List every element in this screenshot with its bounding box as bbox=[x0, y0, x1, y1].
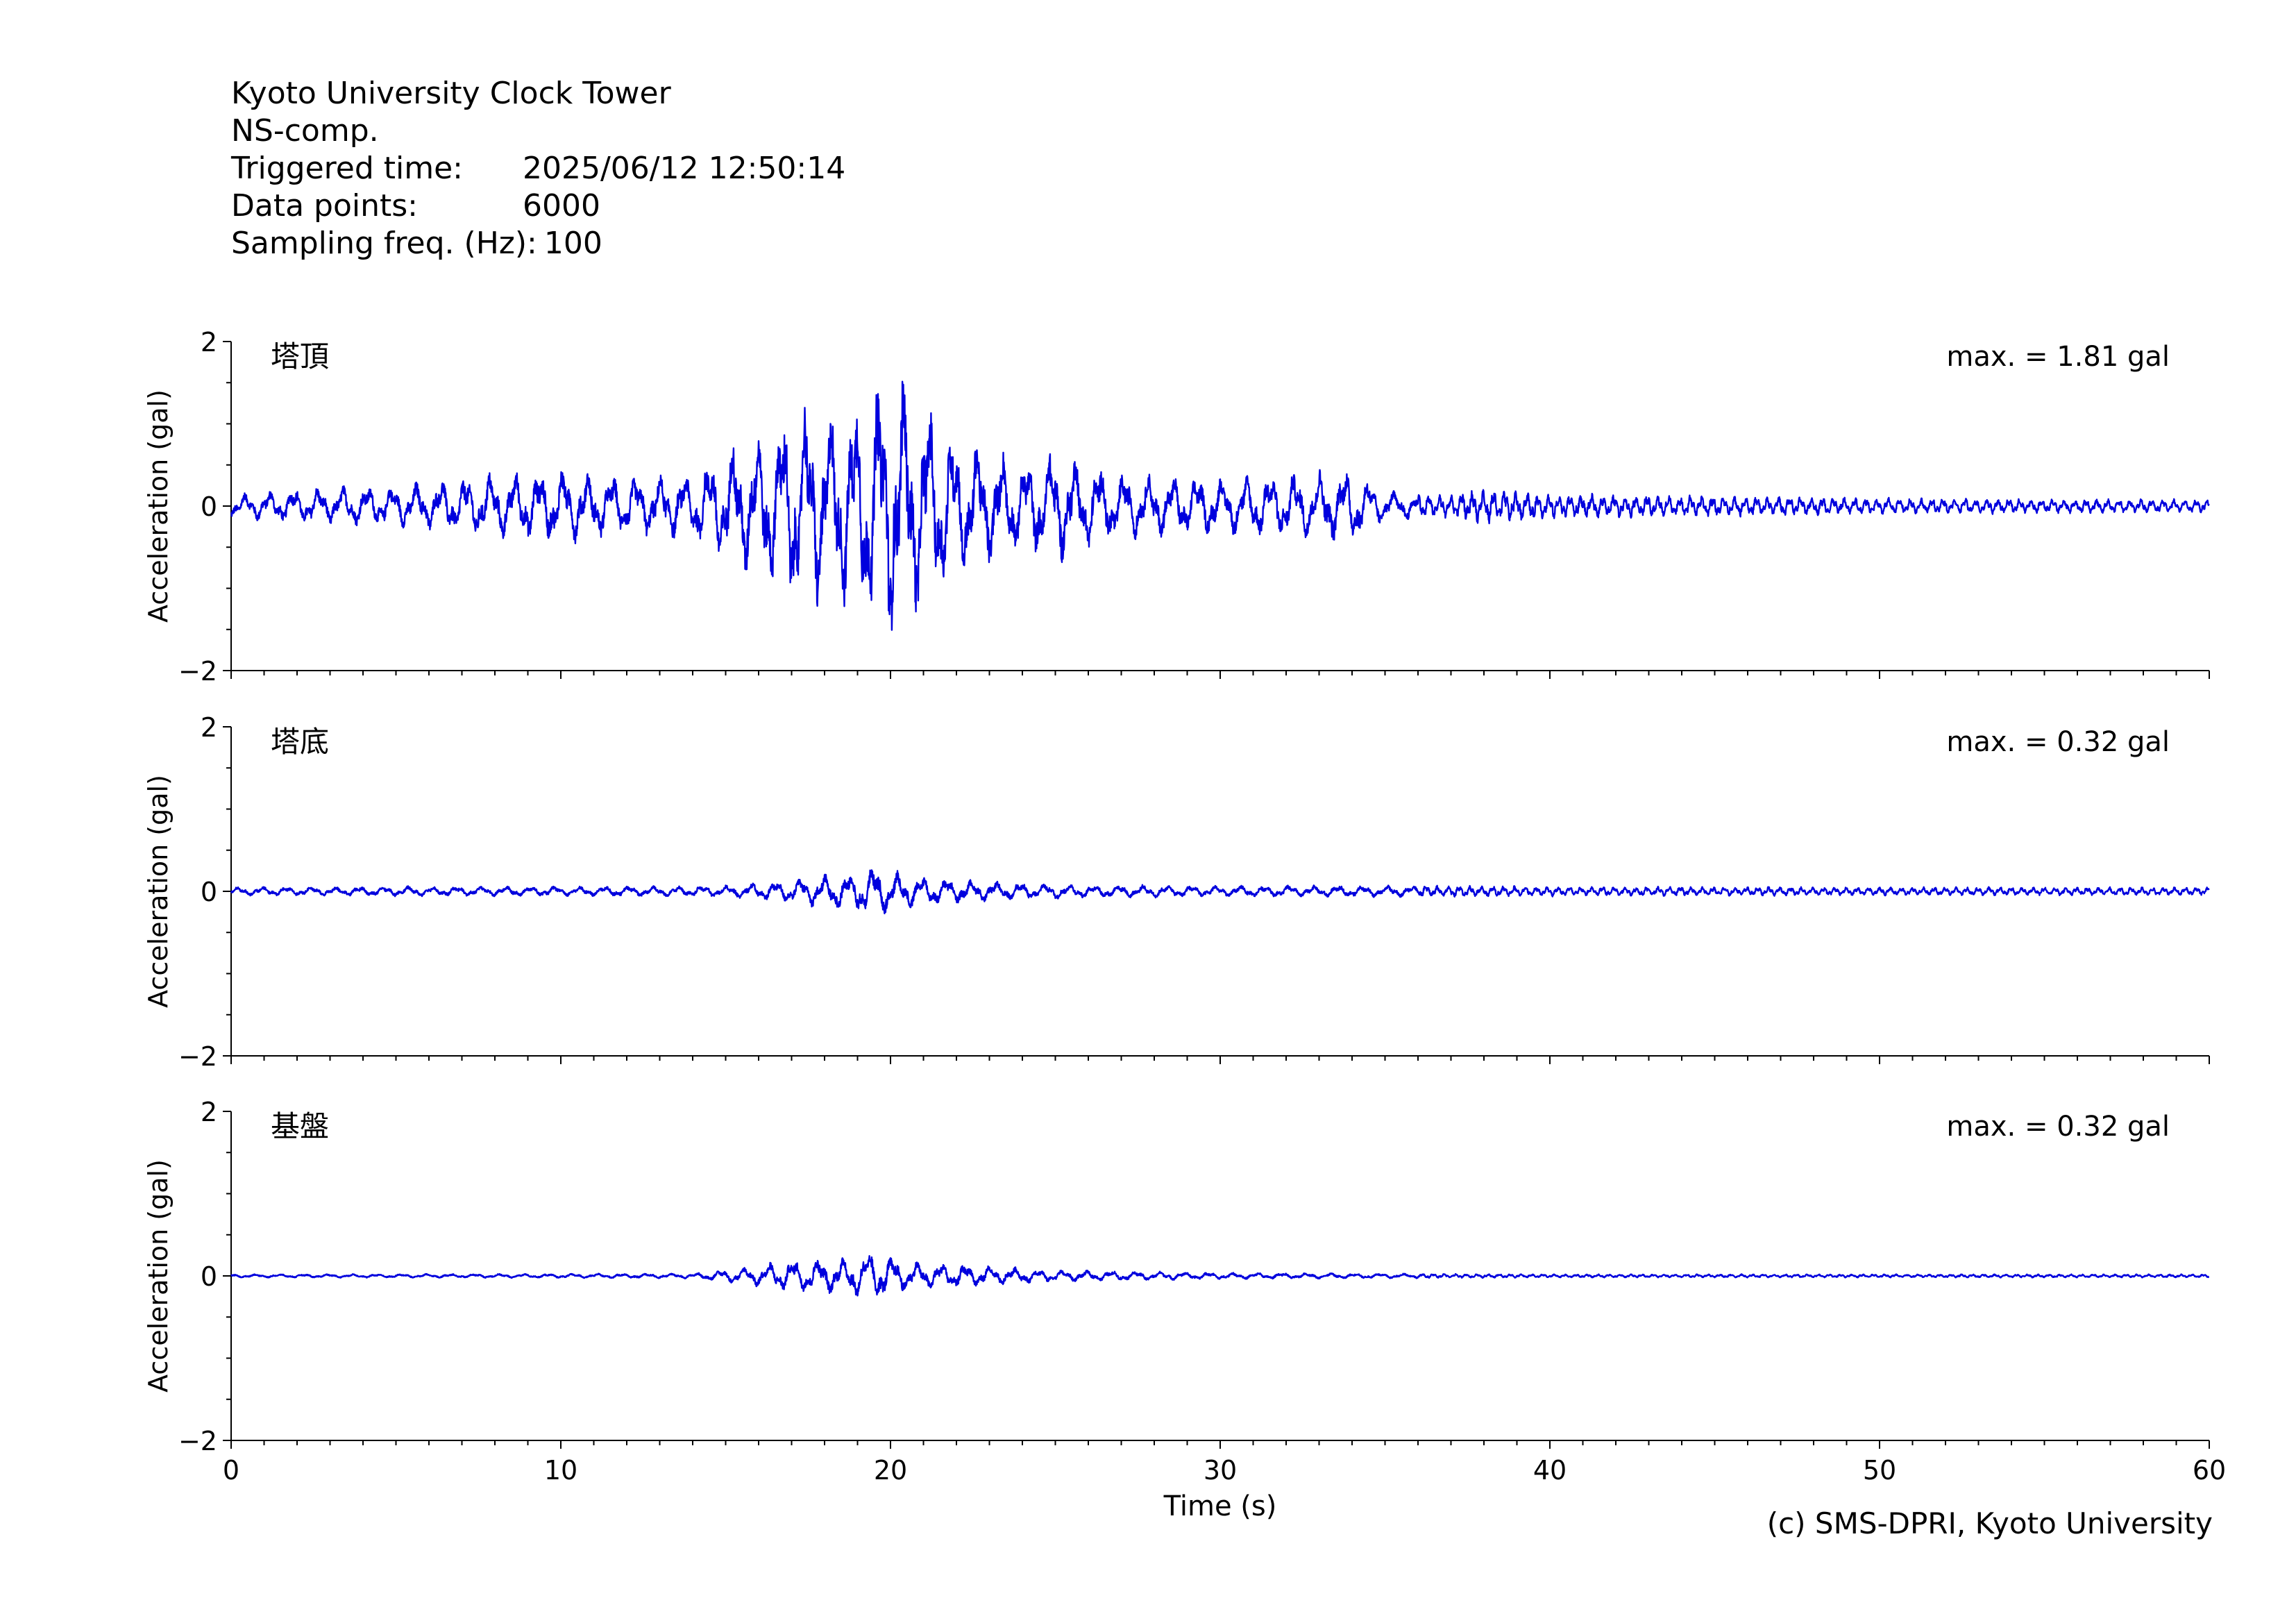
data-points-row: Data points: 6000 bbox=[231, 187, 845, 225]
triggered-time-row: Triggered time: 2025/06/12 12:50:14 bbox=[231, 150, 845, 187]
panel-name: 基盤 bbox=[271, 1109, 329, 1143]
waveform-trace bbox=[230, 1255, 2210, 1297]
max-value-label: max. = 0.32 gal bbox=[1946, 726, 2170, 758]
waveform-trace bbox=[230, 869, 2210, 915]
x-axis-label: Time (s) bbox=[1163, 1490, 1277, 1522]
data-points-value: 6000 bbox=[523, 188, 600, 224]
sampling-freq-row: Sampling freq. (Hz): 100 bbox=[231, 225, 845, 262]
component-label: NS-comp. bbox=[231, 113, 379, 149]
x-tick-label: 40 bbox=[1533, 1455, 1567, 1486]
data-points-label: Data points: bbox=[231, 188, 419, 224]
y-tick-label: 2 bbox=[201, 1097, 217, 1127]
x-tick-label: 30 bbox=[1204, 1455, 1237, 1486]
copyright-note: (c) SMS-DPRI, Kyoto University bbox=[1766, 1506, 2213, 1540]
x-tick-label: 50 bbox=[1863, 1455, 1896, 1486]
record-header: Kyoto University Clock Tower NS-comp. Tr… bbox=[231, 75, 845, 262]
panel-name: 塔頂 bbox=[271, 339, 329, 373]
y-tick-label: 0 bbox=[201, 1261, 217, 1292]
x-tick-label: 60 bbox=[2193, 1455, 2226, 1486]
y-axis-label: Acceleration (gal) bbox=[143, 1159, 174, 1393]
y-tick-label: −2 bbox=[178, 1426, 217, 1456]
triggered-time-label: Triggered time: bbox=[231, 151, 463, 186]
panel-name: 塔底 bbox=[271, 725, 329, 759]
y-tick-label: −2 bbox=[178, 656, 217, 687]
y-tick-label: 0 bbox=[201, 491, 217, 522]
y-axis-label: Acceleration (gal) bbox=[143, 389, 174, 623]
sampling-freq-value: 100 bbox=[543, 226, 602, 261]
sampling-freq-label: Sampling freq. (Hz): bbox=[231, 226, 537, 261]
max-value-label: max. = 1.81 gal bbox=[1946, 341, 2170, 373]
x-tick-label: 0 bbox=[223, 1455, 239, 1486]
y-tick-label: 2 bbox=[201, 712, 217, 743]
y-tick-label: −2 bbox=[178, 1041, 217, 1072]
x-tick-label: 10 bbox=[544, 1455, 577, 1486]
triggered-time-value: 2025/06/12 12:50:14 bbox=[523, 151, 846, 186]
x-tick-label: 20 bbox=[874, 1455, 907, 1486]
y-tick-label: 0 bbox=[201, 877, 217, 907]
y-tick-label: 2 bbox=[201, 327, 217, 358]
y-axis-label: Acceleration (gal) bbox=[143, 775, 174, 1008]
station-name: Kyoto University Clock Tower bbox=[231, 76, 671, 111]
waveform-trace bbox=[230, 380, 2210, 631]
max-value-label: max. = 0.32 gal bbox=[1946, 1111, 2170, 1143]
